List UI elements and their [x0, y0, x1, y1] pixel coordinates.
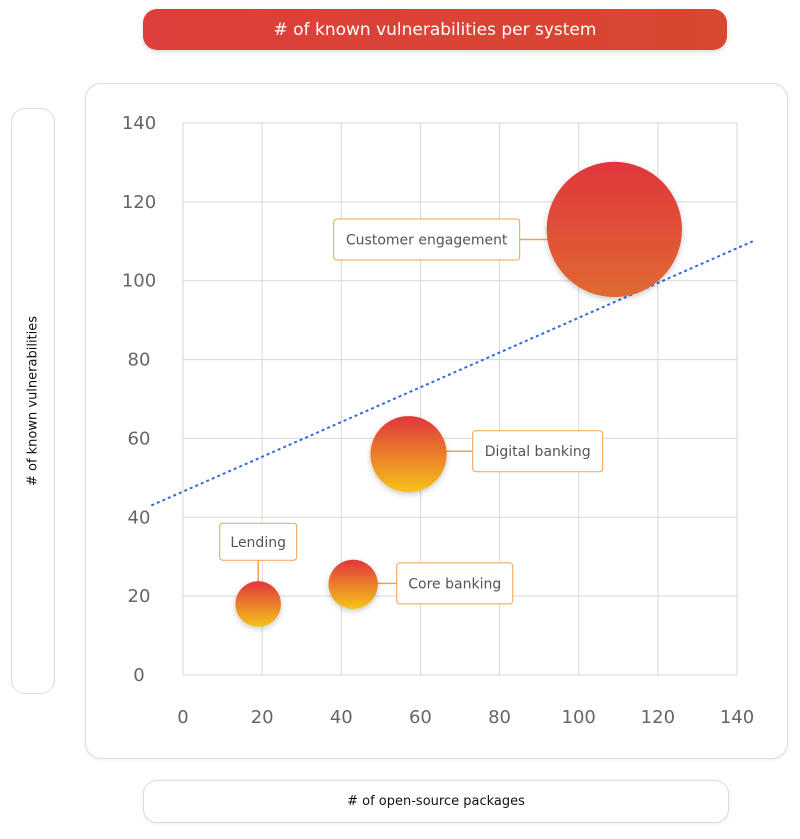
x-tick-label: 120	[641, 707, 675, 728]
bubble-point	[235, 581, 281, 627]
callout-box	[333, 218, 521, 261]
y-axis-label-box: # of known vulnerabilities	[11, 108, 55, 694]
point-label: Lending	[230, 535, 286, 551]
callout-box	[219, 522, 298, 561]
trend-line	[150, 240, 754, 507]
x-tick-label: 100	[562, 707, 596, 728]
y-tick-label: 120	[122, 192, 156, 213]
y-tick-label: 140	[122, 113, 156, 134]
x-tick-label: 40	[330, 707, 353, 728]
y-tick-label: 100	[122, 271, 156, 292]
bubble-point	[370, 416, 447, 493]
x-tick-label: 20	[251, 707, 274, 728]
x-axis-label-box: # of open-source packages	[143, 780, 729, 823]
x-tick-label: 60	[409, 707, 432, 728]
x-tick-label: 80	[488, 707, 511, 728]
y-tick-label: 0	[133, 665, 144, 686]
x-axis-label: # of open-source packages	[347, 794, 525, 809]
y-tick-label: 20	[128, 586, 151, 607]
y-tick-label: 80	[128, 350, 151, 371]
bubble-point	[328, 559, 378, 609]
y-tick-label: 60	[128, 428, 151, 449]
point-label: Customer engagement	[346, 232, 508, 248]
callout-box	[472, 430, 604, 473]
point-label: Digital banking	[485, 444, 591, 460]
callout-box	[396, 562, 514, 605]
x-tick-label: 0	[177, 707, 188, 728]
bubble-point	[546, 161, 682, 298]
point-label: Core banking	[408, 576, 501, 592]
x-tick-label: 140	[720, 707, 754, 728]
chart-title: # of known vulnerabilities per system	[143, 9, 727, 50]
y-tick-label: 40	[128, 507, 151, 528]
